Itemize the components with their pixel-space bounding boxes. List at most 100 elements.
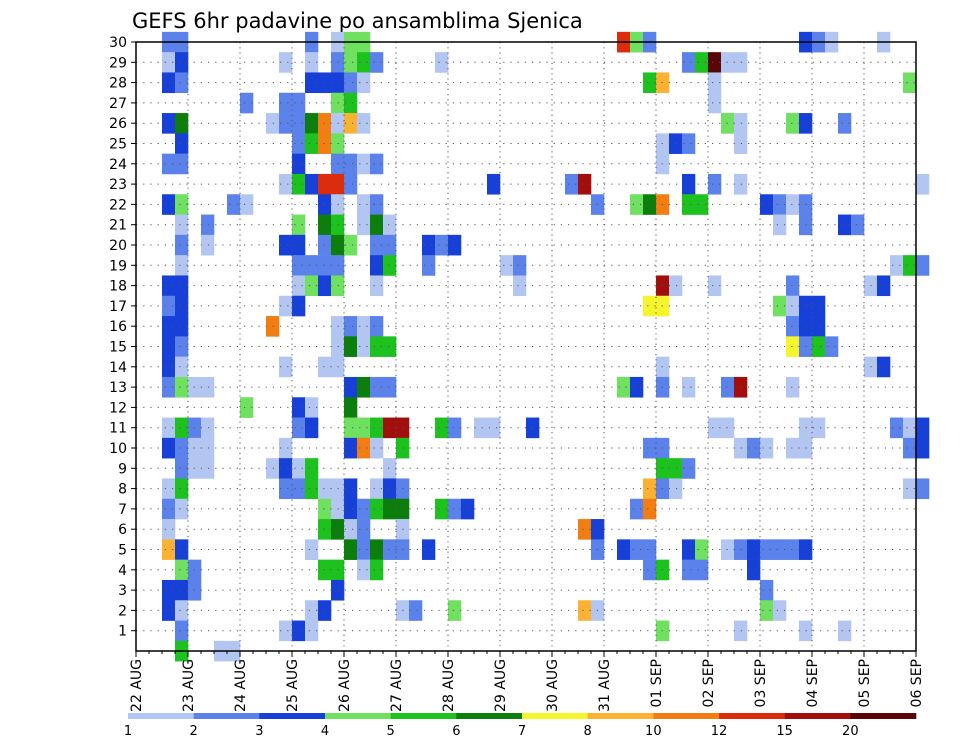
- precip-cell: [162, 356, 176, 378]
- precip-cell: [344, 52, 358, 73]
- precip-cell: [279, 620, 293, 642]
- precip-cell: [266, 113, 280, 134]
- precip-cell: [851, 214, 865, 236]
- precip-cell: [344, 397, 358, 418]
- precip-cell: [292, 153, 306, 175]
- precip-cell: [162, 295, 176, 317]
- precip-cell: [240, 92, 254, 114]
- precip-cell: [695, 539, 709, 560]
- precip-cell: [175, 498, 189, 520]
- precip-cell: [279, 113, 293, 134]
- precip-cell: [175, 376, 189, 398]
- precip-cell: [357, 376, 371, 398]
- precip-cell: [201, 437, 215, 459]
- precip-cell: [812, 417, 826, 439]
- precip-cell: [201, 234, 215, 256]
- colorbar-legend: 1 2 3 4 5 6 7 8 10 12 15 20: [124, 713, 917, 739]
- precip-cell: [487, 417, 501, 439]
- precip-cell: [318, 519, 332, 540]
- precip-cell: [734, 620, 748, 642]
- precip-cell: [201, 214, 215, 236]
- precip-cell: [370, 275, 384, 297]
- precip-cell: [305, 478, 319, 500]
- precip-cell: [903, 437, 917, 459]
- x-tick-label: 03 SEP: [753, 659, 769, 707]
- precip-cell: [877, 275, 891, 297]
- precip-cell: [370, 498, 384, 520]
- precip-cell: [773, 295, 787, 317]
- precip-cell: [175, 539, 189, 560]
- precip-cell: [435, 52, 449, 73]
- colorbar-label: 3: [255, 724, 263, 739]
- precip-cell: [682, 559, 696, 581]
- colorbar-label: 4: [321, 724, 329, 739]
- precip-cell: [734, 376, 748, 398]
- precip-cell: [344, 519, 358, 540]
- precip-cell: [760, 579, 774, 601]
- colorbar-swatch: [653, 713, 720, 719]
- colorbar-label: 20: [842, 724, 859, 739]
- precip-cell: [305, 72, 319, 94]
- precip-cell: [318, 356, 332, 378]
- precip-cell: [838, 113, 852, 134]
- precip-cell: [812, 295, 826, 317]
- precip-cell: [357, 417, 371, 439]
- precip-cell: [162, 498, 176, 520]
- precip-cell: [760, 437, 774, 459]
- precip-cell: [682, 376, 696, 398]
- precip-cell: [838, 214, 852, 236]
- precip-cell: [448, 234, 462, 256]
- precip-cell: [786, 336, 800, 357]
- y-tick-label: 21: [109, 218, 127, 234]
- precip-cell: [318, 275, 332, 297]
- precip-cell: [370, 153, 384, 175]
- precip-cell: [370, 437, 384, 459]
- precip-cell: [370, 316, 384, 337]
- precip-cell: [357, 194, 371, 215]
- precip-cell: [318, 173, 332, 195]
- precip-cell: [370, 417, 384, 439]
- precip-cell: [175, 336, 189, 357]
- precip-cell: [318, 72, 332, 94]
- colorbar-swatch: [784, 713, 851, 719]
- y-tick-label: 4: [118, 563, 127, 579]
- precip-cell: [578, 173, 592, 195]
- y-tick-label: 3: [118, 583, 127, 599]
- precip-cell: [786, 295, 800, 317]
- precip-cell: [370, 194, 384, 215]
- precip-cell: [357, 539, 371, 560]
- precip-cell: [357, 498, 371, 520]
- y-tick-label: 29: [109, 55, 127, 71]
- colorbar-swatch: [259, 713, 326, 719]
- x-tick-label: 30 AUG: [545, 659, 561, 712]
- precip-cell: [279, 234, 293, 256]
- precip-cell: [344, 336, 358, 357]
- y-axis: 1234567891011121314151617181920212223242…: [109, 35, 136, 640]
- precip-cell: [344, 153, 358, 175]
- precip-cell: [669, 458, 683, 479]
- precip-cell: [162, 113, 176, 134]
- precip-cell: [669, 133, 683, 154]
- x-tick-label: 24 AUG: [233, 659, 249, 712]
- precip-cell: [422, 255, 436, 276]
- precip-cell: [240, 194, 254, 215]
- y-tick-label: 18: [109, 279, 127, 295]
- precip-cell: [292, 275, 306, 297]
- precip-cell: [175, 214, 189, 236]
- y-tick-label: 9: [118, 461, 127, 477]
- colorbar-swatch: [390, 713, 457, 719]
- precip-cell: [760, 194, 774, 215]
- precip-cell: [162, 478, 176, 500]
- precip-cell: [682, 539, 696, 560]
- precip-cell: [370, 376, 384, 398]
- precip-cell: [318, 600, 332, 621]
- precip-cell: [162, 376, 176, 398]
- precip-cell: [617, 376, 631, 398]
- precip-cell: [344, 113, 358, 134]
- precip-cell: [695, 194, 709, 215]
- precip-cell: [175, 275, 189, 297]
- precip-cell: [344, 437, 358, 459]
- colorbar-label: 1: [124, 724, 132, 739]
- precip-cell: [578, 600, 592, 621]
